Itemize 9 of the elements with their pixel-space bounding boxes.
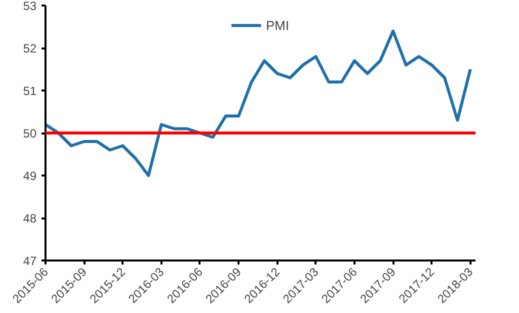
y-tick-label: 50	[23, 126, 37, 140]
y-tick-label: 51	[23, 84, 37, 98]
y-tick-label: 52	[23, 42, 37, 56]
legend-label: PMI	[266, 18, 290, 32]
y-tick-label: 47	[23, 254, 37, 268]
y-tick-label: 48	[23, 212, 37, 226]
y-tick-label: 49	[23, 169, 37, 183]
y-tick-label: 53	[23, 0, 37, 13]
line-series	[46, 30, 472, 177]
